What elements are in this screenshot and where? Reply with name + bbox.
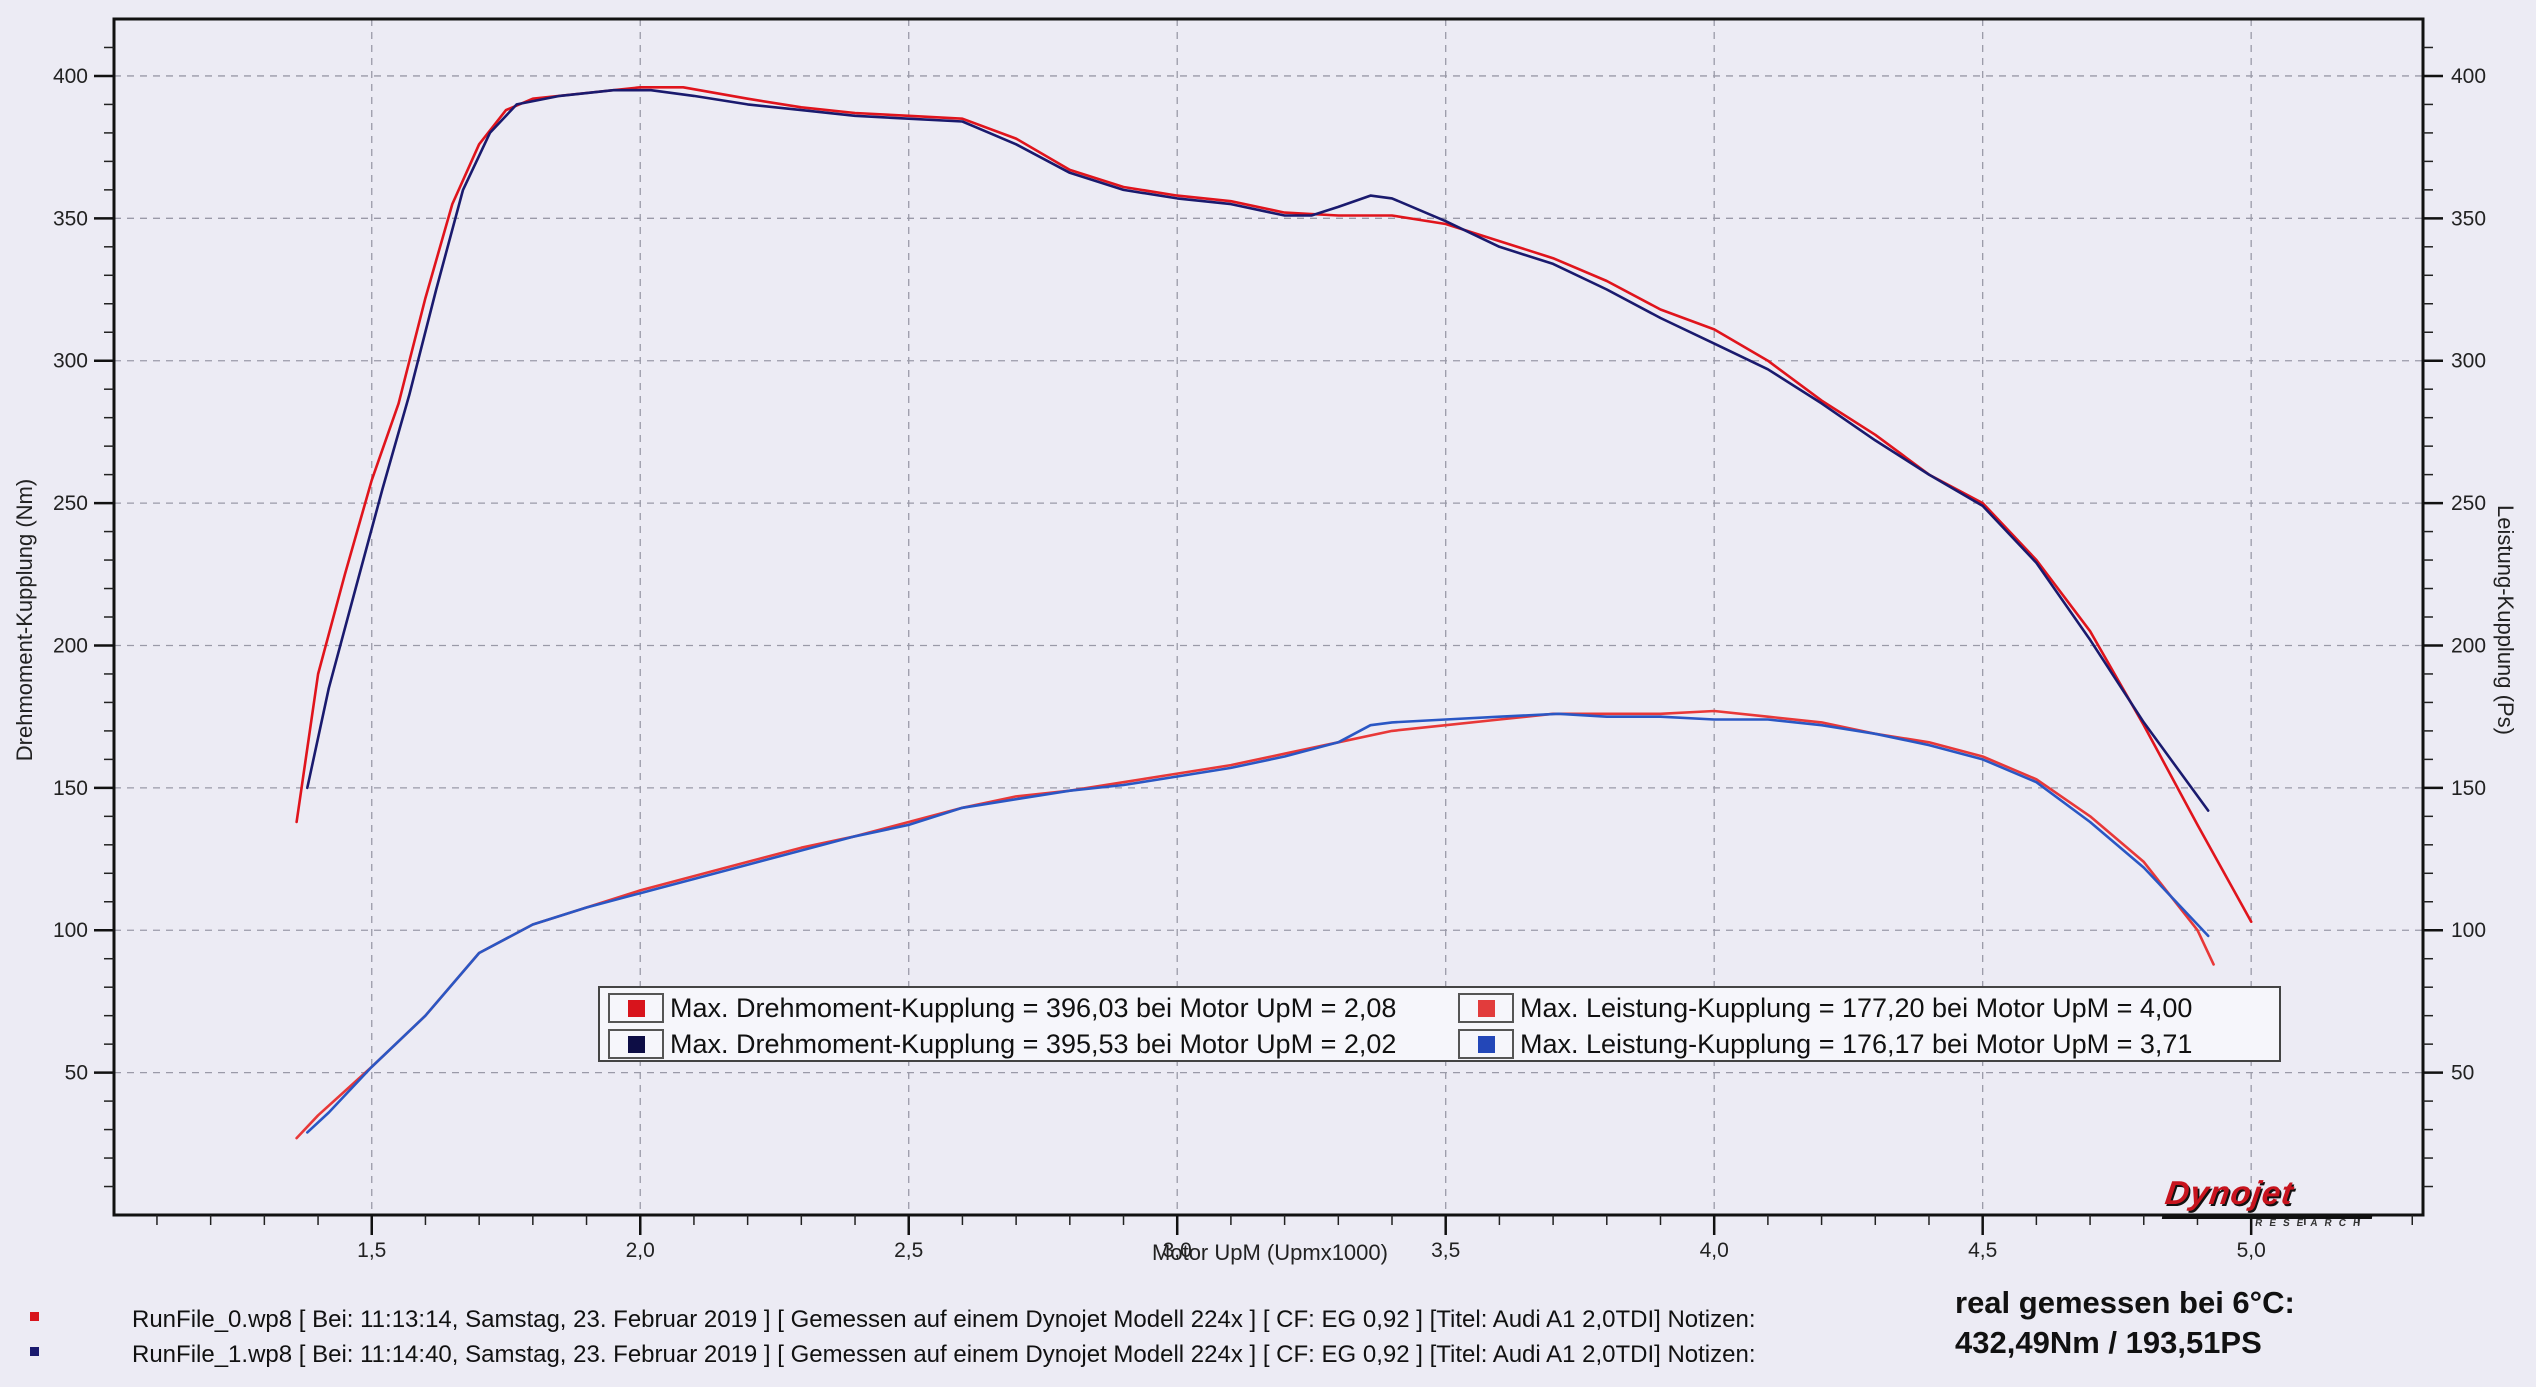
legend-color-marker: [1477, 999, 1495, 1017]
legend-swatch: [1458, 1029, 1514, 1059]
legend-label: Max. Leistung-Kupplung = 177,20 bei Moto…: [1520, 992, 2193, 1023]
series-torque-run1-line: [306, 88, 2210, 812]
y-right-tick-label: 300: [2451, 350, 2486, 373]
footer-run0-info: RunFile_0.wp8 [ Bei: 11:13:14, Samstag, …: [132, 1306, 1756, 1333]
logo-wordmark: Dynojet: [2162, 1174, 2297, 1211]
y-left-tick-label: 250: [53, 492, 88, 515]
y-left-tick-label: 200: [53, 634, 88, 657]
legend-color-marker: [627, 1035, 645, 1053]
y-right-tick-label: 100: [2451, 919, 2486, 942]
legend-swatch: [608, 1029, 664, 1059]
x-tick-label: 3,5: [1431, 1239, 1460, 1262]
chart-grid: [114, 19, 2423, 1215]
legend-swatch: [1458, 993, 1514, 1023]
y-axis-left-label: Drehmoment-Kupplung (Nm): [12, 479, 37, 761]
y-left-tick-label: 350: [53, 207, 88, 230]
x-tick-label: 1,5: [357, 1239, 386, 1262]
footer-run1-info: RunFile_1.wp8 [ Bei: 11:14:40, Samstag, …: [132, 1341, 1756, 1368]
run0-marker: [30, 1312, 39, 1321]
note-line-1: real gemessen bei 6°C:: [1955, 1285, 2295, 1320]
legend-label: Max. Drehmoment-Kupplung = 396,03 bei Mo…: [670, 992, 1397, 1023]
series-torque-run0-line: [295, 86, 2253, 923]
x-tick-label: 3,0: [1163, 1239, 1192, 1262]
series-power-run1-line: [306, 712, 2210, 1134]
y-left-tick-label: 400: [53, 65, 88, 88]
legend-item-torque-run1: Max. Drehmoment-Kupplung = 395,53 bei Mo…: [608, 1026, 1396, 1062]
y-right-tick-label: 200: [2451, 634, 2486, 657]
y-left-tick-label: 100: [53, 919, 88, 942]
series-power-run0-line: [295, 709, 2215, 1140]
legend-color-marker: [1477, 1035, 1495, 1053]
x-tick-label: 5,0: [2237, 1239, 2266, 1262]
chart-series: [295, 86, 2253, 1140]
legend-swatch: [608, 993, 664, 1023]
legend-item-power-run1: Max. Leistung-Kupplung = 176,17 bei Moto…: [1458, 1026, 2192, 1062]
dynojet-logo: Dynojet RESEARCH: [2161, 1174, 2379, 1229]
x-axis-label: Motor UpM (Upmx1000): [1152, 1240, 1388, 1265]
run1-marker: [30, 1347, 39, 1356]
y-right-tick-label: 150: [2451, 777, 2486, 800]
y-right-tick-label: 250: [2451, 492, 2486, 515]
y-right-tick-label: 350: [2451, 207, 2486, 230]
legend-label: Max. Leistung-Kupplung = 176,17 bei Moto…: [1520, 1028, 2193, 1059]
chart-legend: Max. Drehmoment-Kupplung = 396,03 bei Mo…: [598, 986, 2281, 1062]
y-left-tick-label: 50: [65, 1062, 88, 1085]
note-line-2: 432,49Nm / 193,51PS: [1955, 1325, 2262, 1360]
legend-item-torque-run0: Max. Drehmoment-Kupplung = 396,03 bei Mo…: [608, 990, 1396, 1026]
y-right-tick-label: 400: [2451, 65, 2486, 88]
x-tick-label: 4,0: [1700, 1239, 1729, 1262]
logo-subtitle: RESEARCH: [2254, 1218, 2368, 1229]
x-tick-label: 2,5: [894, 1239, 923, 1262]
y-right-tick-label: 50: [2451, 1062, 2474, 1085]
legend-label: Max. Drehmoment-Kupplung = 395,53 bei Mo…: [670, 1028, 1397, 1059]
legend-color-marker: [627, 999, 645, 1017]
x-tick-label: 2,0: [626, 1239, 655, 1262]
x-tick-label: 4,5: [1968, 1239, 1997, 1262]
y-left-tick-label: 150: [53, 777, 88, 800]
axis-ticks: 1,5 2,0 2,5 3,0 3,5 4,0 4,5 5,0 50 50 100 100 150 150…: [53, 46, 2486, 1262]
y-axis-right-label: Leistung-Kupplung (Ps): [2493, 505, 2518, 735]
y-left-tick-label: 300: [53, 350, 88, 373]
legend-item-power-run0: Max. Leistung-Kupplung = 177,20 bei Moto…: [1458, 990, 2192, 1026]
